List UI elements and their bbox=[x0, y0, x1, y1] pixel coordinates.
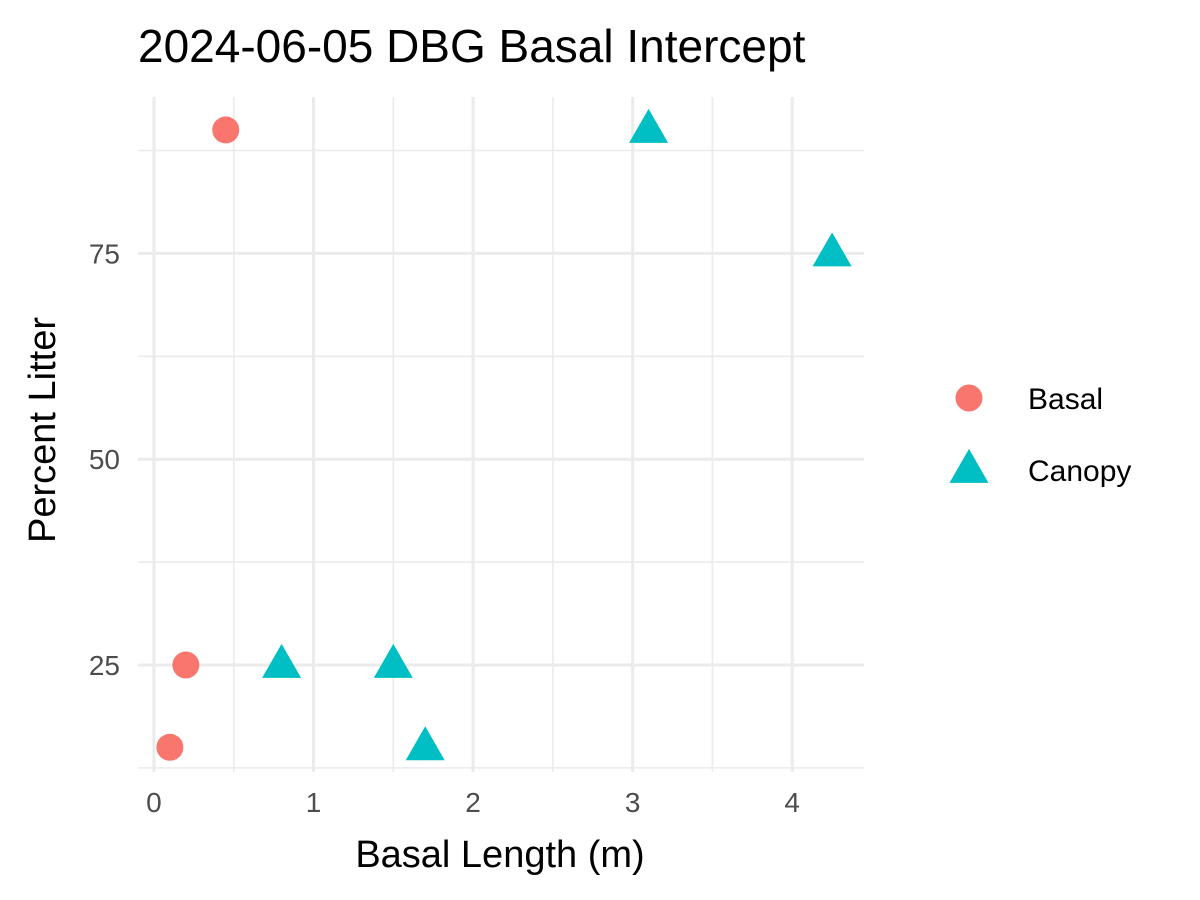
x-tick-label: 1 bbox=[306, 787, 322, 818]
x-axis-title: Basal Length (m) bbox=[355, 834, 644, 876]
data-points bbox=[156, 108, 852, 761]
chart-title: 2024-06-05 DBG Basal Intercept bbox=[138, 20, 806, 72]
y-tick-label: 25 bbox=[89, 650, 120, 681]
canopy-point bbox=[405, 726, 445, 761]
canopy-point bbox=[373, 643, 413, 678]
x-tick-label: 2 bbox=[465, 787, 481, 818]
legend-key-canopy bbox=[949, 448, 989, 483]
y-tick-label: 50 bbox=[89, 444, 120, 475]
gridlines bbox=[138, 97, 864, 772]
axis-ticks: 0 1 2 3 4 25 50 75 bbox=[89, 238, 800, 818]
legend-label-basal: Basal bbox=[1028, 383, 1103, 416]
legend-label-canopy: Canopy bbox=[1028, 455, 1131, 488]
y-axis-title: Percent Litter bbox=[22, 317, 64, 543]
x-tick-label: 0 bbox=[146, 787, 162, 818]
legend: Basal Canopy bbox=[949, 383, 1131, 488]
legend-key-basal bbox=[955, 384, 983, 412]
x-tick-label: 4 bbox=[784, 787, 800, 818]
canopy-point bbox=[812, 232, 852, 267]
y-tick-label: 75 bbox=[89, 238, 120, 269]
canopy-point bbox=[262, 643, 302, 678]
x-tick-label: 3 bbox=[625, 787, 641, 818]
basal-point bbox=[212, 116, 240, 144]
basal-point bbox=[172, 651, 200, 679]
basal-point bbox=[156, 733, 184, 761]
canopy-point bbox=[629, 108, 669, 143]
